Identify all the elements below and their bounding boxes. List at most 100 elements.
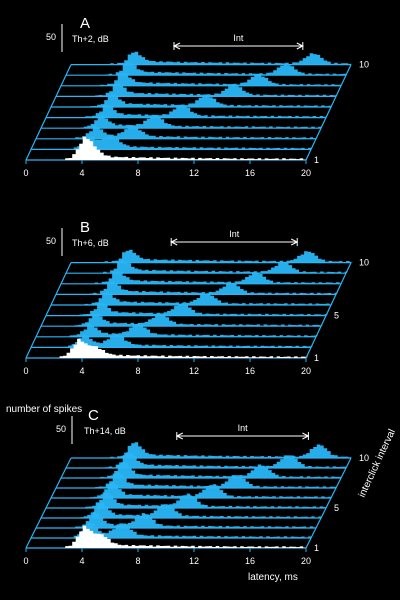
z-tick-label: 5 (334, 311, 339, 321)
x-tick-label: 8 (135, 556, 140, 566)
depth-axis-left (25, 262, 72, 359)
trace-1 (26, 338, 309, 359)
histogram (90, 94, 332, 107)
x-tick-label: 8 (135, 168, 140, 178)
z-tick-label: 5 (334, 503, 339, 513)
panel-label: B (80, 219, 90, 236)
trace-1 (26, 525, 307, 549)
histogram (65, 136, 307, 160)
trace-5 (46, 492, 327, 509)
arrow-left (172, 42, 181, 50)
trace-4 (41, 502, 322, 519)
scale-bar-label: 50 (46, 236, 56, 246)
panel-b: B Th+6, dB 50 0 4 8 12 16 201 5 10 Int (23, 219, 369, 376)
trace-9 (66, 452, 347, 469)
x-tick-label: 16 (245, 556, 255, 566)
trace-8 (61, 462, 342, 479)
histogram (105, 452, 347, 468)
histogram (94, 271, 344, 284)
histogram (99, 260, 349, 274)
arrow-right (290, 238, 299, 246)
trace-7 (56, 472, 337, 489)
trace-5 (46, 104, 327, 119)
histogram (84, 292, 334, 305)
x-tick-label: 0 (23, 366, 28, 376)
z-tick-label: 1 (314, 353, 319, 363)
histogram (100, 73, 342, 86)
histogram (100, 462, 342, 478)
z-tick-label: 1 (314, 155, 319, 165)
z-tick-label: 10 (359, 60, 369, 70)
x-tick-label: 20 (301, 168, 311, 178)
histogram (110, 442, 352, 458)
x-tick-label: 12 (189, 366, 199, 376)
trace-7 (56, 83, 337, 98)
x-tick-label: 0 (23, 556, 28, 566)
histogram (80, 115, 322, 129)
histogram (74, 313, 324, 327)
histogram (110, 51, 352, 65)
interval-label: Int (229, 229, 240, 239)
histogram (90, 482, 332, 498)
panel-a: A Th+2, dB 50 0 4 8 12 16 201 10 Int (23, 15, 369, 178)
x-tick-label: 4 (79, 366, 84, 376)
x-tick-label: 0 (23, 168, 28, 178)
histogram (80, 502, 322, 518)
trace-10 (71, 51, 352, 66)
histogram (95, 472, 337, 488)
histogram (65, 525, 307, 548)
condition-label: Th+2, dB (72, 34, 109, 44)
x-tick-label: 20 (301, 366, 311, 376)
trace-9 (66, 62, 347, 76)
trace-6 (51, 482, 332, 499)
scale-bar-label: 50 (56, 424, 66, 434)
histogram (69, 323, 319, 337)
x-tick-label: 20 (301, 556, 311, 566)
trace-2 (31, 522, 312, 539)
histogram (95, 83, 337, 97)
x-axis-label: latency, ms (248, 572, 298, 583)
interval-label: Int (238, 423, 249, 433)
trace-1 (26, 136, 307, 161)
x-tick-label: 16 (245, 168, 255, 178)
panel-label: C (88, 407, 99, 424)
histogram (75, 125, 317, 139)
histogram (105, 62, 347, 76)
histogram (104, 249, 354, 263)
arrow-right (302, 432, 310, 440)
x-tick-label: 4 (79, 168, 84, 178)
arrow-right (296, 42, 304, 50)
y-axis-label: number of spikes (6, 404, 82, 415)
depth-axis-left (25, 457, 72, 549)
z-tick-label: 10 (359, 258, 369, 268)
arrow-left (170, 238, 178, 246)
x-tick-label: 16 (245, 366, 255, 376)
z-tick-label: 10 (359, 453, 369, 463)
trace-10 (71, 442, 352, 459)
trace-8 (61, 73, 342, 87)
histogram (64, 334, 314, 348)
trace-10 (71, 249, 354, 264)
histogram (85, 492, 327, 508)
trace-3 (36, 125, 317, 140)
histogram (79, 302, 329, 316)
panel-label: A (80, 15, 90, 32)
depth-axis-left (25, 64, 72, 161)
trace-4 (41, 115, 322, 129)
condition-label: Th+6, dB (72, 238, 109, 248)
histogram (59, 338, 309, 358)
depth-axis (305, 262, 352, 359)
x-tick-label: 4 (79, 556, 84, 566)
trace-3 (36, 511, 317, 529)
scale-bar-label: 50 (46, 32, 56, 42)
depth-axis (305, 64, 352, 161)
trace-6 (51, 94, 332, 108)
panel-c: C Th+14, dB 50 0 4 8 12 16 201 5 10 Int (23, 407, 369, 566)
depth-axis (305, 457, 352, 549)
arrow-left (175, 432, 184, 440)
z-axis-label: interclick interval (357, 428, 398, 500)
x-tick-label: 8 (135, 366, 140, 376)
histogram (89, 281, 339, 295)
histogram (75, 511, 317, 528)
